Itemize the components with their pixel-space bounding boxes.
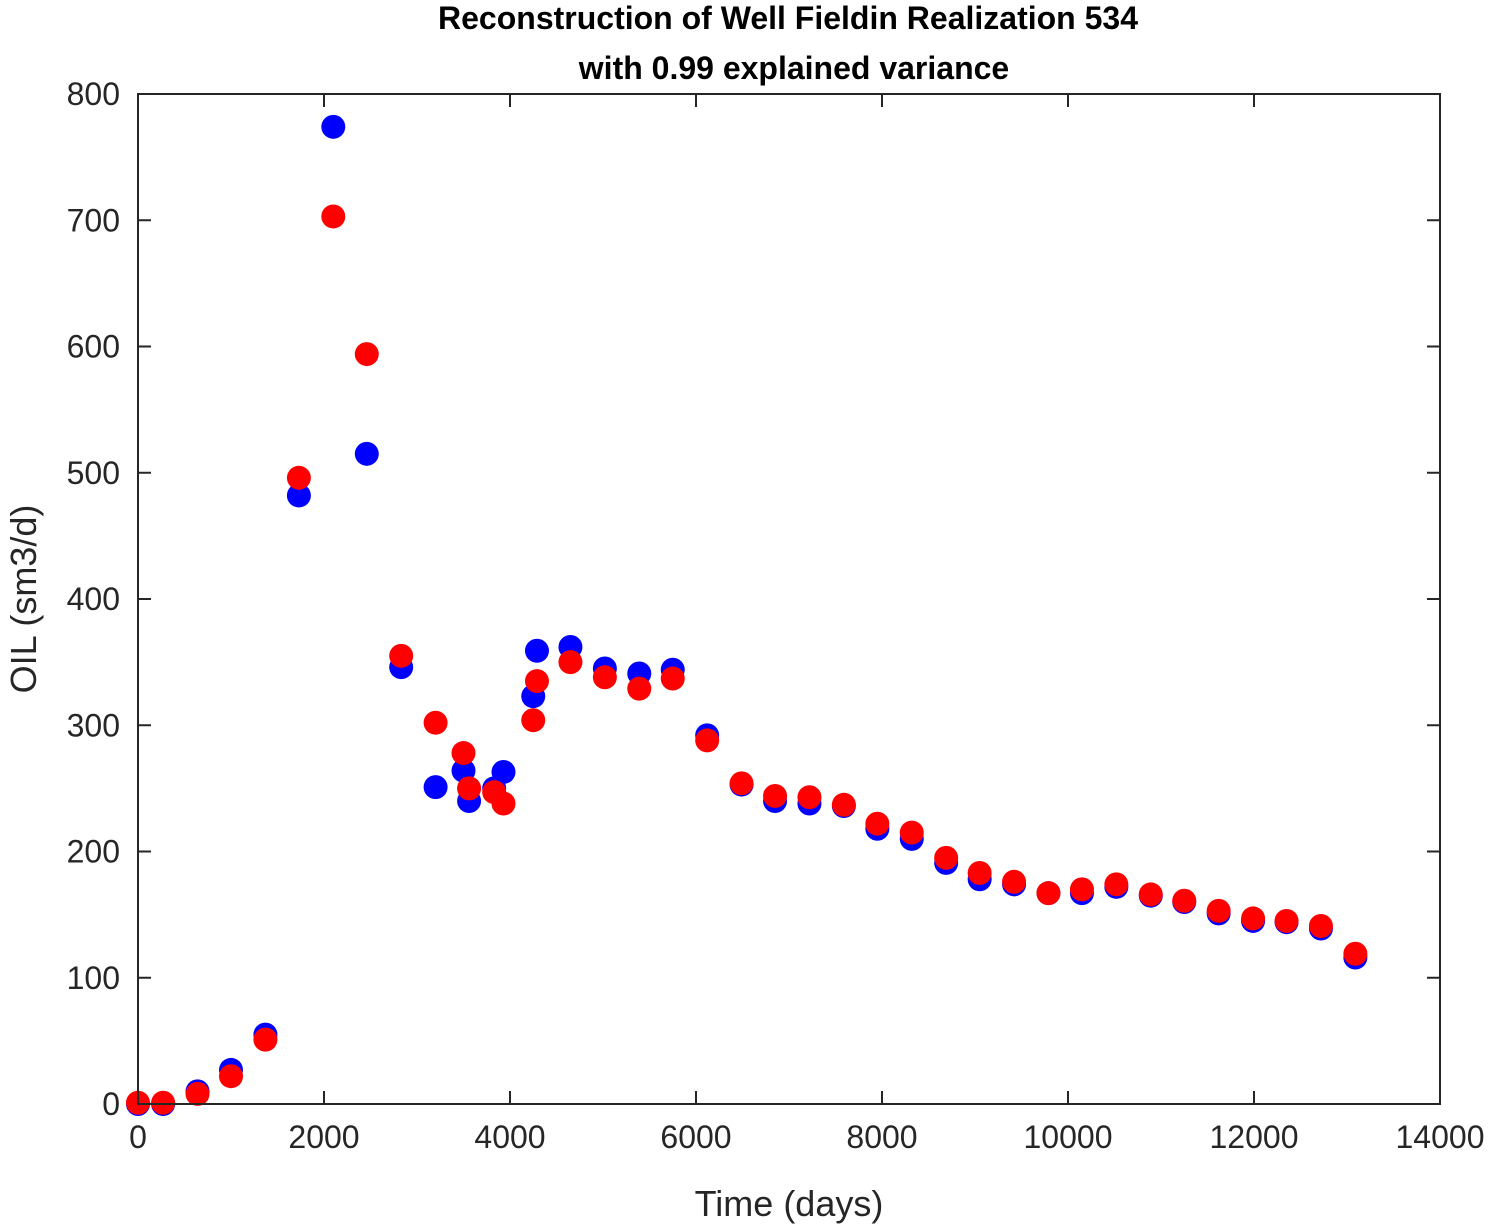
series-2-point xyxy=(1172,888,1197,913)
series-2-point xyxy=(558,650,583,675)
series-2-point xyxy=(1069,877,1094,902)
series-2-point xyxy=(457,776,482,801)
chart-title-line-2: with 0.99 explained variance xyxy=(578,50,1009,86)
series-2-point xyxy=(354,342,379,367)
series-2-point xyxy=(1036,881,1061,906)
series-2-point xyxy=(1104,872,1129,897)
chart-title-line-1: Reconstruction of Well Fieldin Realizati… xyxy=(438,0,1138,36)
series-2-point xyxy=(321,204,346,229)
series-2-point xyxy=(1308,913,1333,938)
series-2-point xyxy=(695,728,720,753)
y-tick-label: 500 xyxy=(67,455,120,491)
series-2-point xyxy=(1138,882,1163,907)
x-tick-label: 8000 xyxy=(846,1119,917,1155)
x-tick-label: 0 xyxy=(129,1119,147,1155)
series-2-point xyxy=(423,710,448,735)
x-tick-label: 2000 xyxy=(288,1119,359,1155)
series-2-point xyxy=(185,1081,210,1106)
y-tick-label: 100 xyxy=(67,960,120,996)
series-2-point xyxy=(934,845,959,870)
series-1-point xyxy=(321,114,346,139)
data-points xyxy=(126,114,1368,1116)
series-2-point xyxy=(1343,941,1368,966)
y-tick-label: 300 xyxy=(67,707,120,743)
series-2-point xyxy=(592,665,617,690)
y-tick-label: 0 xyxy=(102,1086,120,1122)
x-tick-label: 6000 xyxy=(660,1119,731,1155)
series-1-point xyxy=(286,483,311,508)
x-tick-label: 10000 xyxy=(1024,1119,1113,1155)
series-2-point xyxy=(1241,906,1266,931)
series-2-point xyxy=(389,643,414,668)
series-2-point xyxy=(286,465,311,490)
x-tick-label: 14000 xyxy=(1396,1119,1485,1155)
series-2-point xyxy=(967,860,992,885)
x-tick-label: 12000 xyxy=(1210,1119,1299,1155)
series-2-point xyxy=(729,771,754,796)
series-1-point xyxy=(423,775,448,800)
series-1-point xyxy=(524,638,549,663)
series-2-point xyxy=(219,1064,243,1089)
series-2-point xyxy=(865,811,890,836)
series-2-point xyxy=(151,1090,176,1115)
y-tick-label: 400 xyxy=(67,581,120,617)
series-2-point xyxy=(899,820,924,845)
x-tick-label: 4000 xyxy=(474,1119,545,1155)
series-2-point xyxy=(797,785,822,810)
series-2-point xyxy=(763,783,788,808)
series-2-point xyxy=(521,708,546,733)
series-1-point xyxy=(354,441,379,466)
series-2-point xyxy=(1002,869,1027,894)
y-tick-label: 600 xyxy=(67,329,120,365)
axis-ticks: 0 2000 4000 6000 8000 10000 12000 14000 0 100 200 3… xyxy=(67,76,1485,1155)
y-tick-label: 200 xyxy=(67,834,120,870)
series-2-point xyxy=(1206,898,1231,923)
series-1-point xyxy=(491,759,516,784)
series-2-point xyxy=(1274,908,1299,933)
series-2-point xyxy=(451,741,476,766)
y-axis-label: OIL (sm3/d) xyxy=(3,505,44,694)
y-tick-label: 700 xyxy=(67,202,120,238)
series-2-point xyxy=(660,666,685,691)
series-2-point xyxy=(831,792,856,817)
x-axis-label: Time (days) xyxy=(695,1183,884,1224)
series-2-point xyxy=(491,791,516,816)
series-2-point xyxy=(253,1027,278,1052)
series-2-point xyxy=(524,669,549,694)
series-2-point xyxy=(627,676,652,701)
y-tick-label: 800 xyxy=(67,76,120,112)
